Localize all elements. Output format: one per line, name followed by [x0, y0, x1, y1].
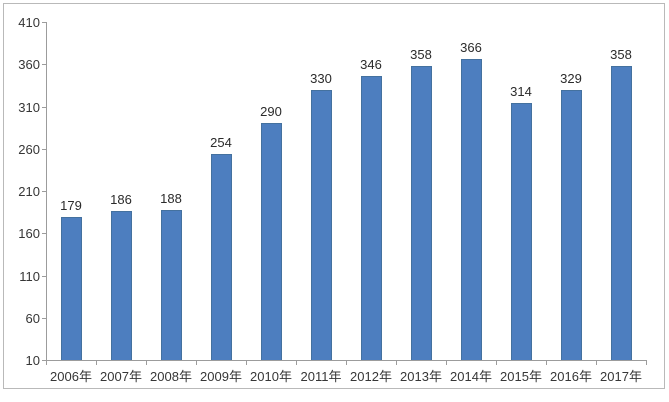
- bar: [261, 123, 282, 360]
- x-tick-label: 2010年: [250, 369, 292, 384]
- x-tick-label: 2016年: [550, 369, 592, 384]
- x-tick-mark: [196, 361, 197, 365]
- y-tick-label: 360: [18, 57, 40, 72]
- x-tick-mark: [646, 361, 647, 365]
- y-tick-mark: [42, 22, 46, 23]
- x-tick-mark: [346, 361, 347, 365]
- x-tick-label: 2012年: [350, 369, 392, 384]
- bar: [111, 211, 132, 360]
- bar: [61, 217, 82, 360]
- x-tick-label: 2007年: [100, 369, 142, 384]
- x-tick-label: 2015年: [500, 369, 542, 384]
- x-tick-mark: [146, 361, 147, 365]
- y-tick-mark: [42, 107, 46, 108]
- bar: [361, 76, 382, 360]
- bar-value-label: 290: [260, 104, 282, 119]
- x-axis-line: [46, 360, 647, 361]
- bar: [461, 59, 482, 360]
- x-tick-mark: [496, 361, 497, 365]
- y-tick-label: 410: [18, 15, 40, 30]
- bar: [211, 154, 232, 360]
- bar: [161, 210, 182, 360]
- x-tick-mark: [396, 361, 397, 365]
- chart-frame: 10 60 110 160 210 260 310 360 410 179 2006年 186 2007…: [3, 3, 665, 389]
- bar-value-label: 366: [460, 40, 482, 55]
- bar-value-label: 330: [310, 71, 332, 86]
- y-axis-line: [46, 22, 47, 361]
- y-tick-label: 160: [18, 226, 40, 241]
- bar: [511, 103, 532, 360]
- bar-value-label: 358: [610, 47, 632, 62]
- bar: [411, 66, 432, 360]
- x-tick-label: 2011年: [300, 369, 342, 384]
- bar-value-label: 314: [510, 84, 532, 99]
- x-tick-mark: [96, 361, 97, 365]
- bar-value-label: 346: [360, 57, 382, 72]
- x-tick-label: 2013年: [400, 369, 442, 384]
- y-tick-label: 110: [19, 269, 40, 284]
- y-tick-label: 260: [18, 142, 40, 157]
- bar-value-label: 188: [160, 191, 182, 206]
- y-tick-mark: [42, 64, 46, 65]
- x-tick-label: 2014年: [450, 369, 492, 384]
- y-tick-label: 10: [25, 353, 40, 368]
- bar-value-label: 358: [410, 47, 432, 62]
- x-tick-mark: [46, 361, 47, 365]
- x-tick-label: 2017年: [600, 369, 642, 384]
- bar-value-label: 186: [110, 192, 132, 207]
- bar-value-label: 254: [210, 135, 232, 150]
- y-tick-mark: [42, 276, 46, 277]
- y-tick-mark: [42, 318, 46, 319]
- y-tick-label: 60: [25, 311, 40, 326]
- x-tick-label: 2009年: [200, 369, 242, 384]
- x-tick-label: 2006年: [50, 369, 92, 384]
- bar-value-label: 179: [60, 198, 82, 213]
- y-tick-label: 310: [18, 100, 40, 115]
- bar-value-label: 329: [560, 71, 582, 86]
- y-tick-mark: [42, 149, 46, 150]
- x-tick-label: 2008年: [150, 369, 192, 384]
- y-tick-mark: [42, 191, 46, 192]
- bar: [311, 90, 332, 360]
- bar: [611, 66, 632, 360]
- y-tick-mark: [42, 360, 46, 361]
- x-tick-mark: [246, 361, 247, 365]
- x-tick-mark: [296, 361, 297, 365]
- bar: [561, 90, 582, 360]
- y-tick-mark: [42, 233, 46, 234]
- x-tick-mark: [446, 361, 447, 365]
- x-tick-mark: [546, 361, 547, 365]
- y-tick-label: 210: [18, 184, 40, 199]
- x-tick-mark: [596, 361, 597, 365]
